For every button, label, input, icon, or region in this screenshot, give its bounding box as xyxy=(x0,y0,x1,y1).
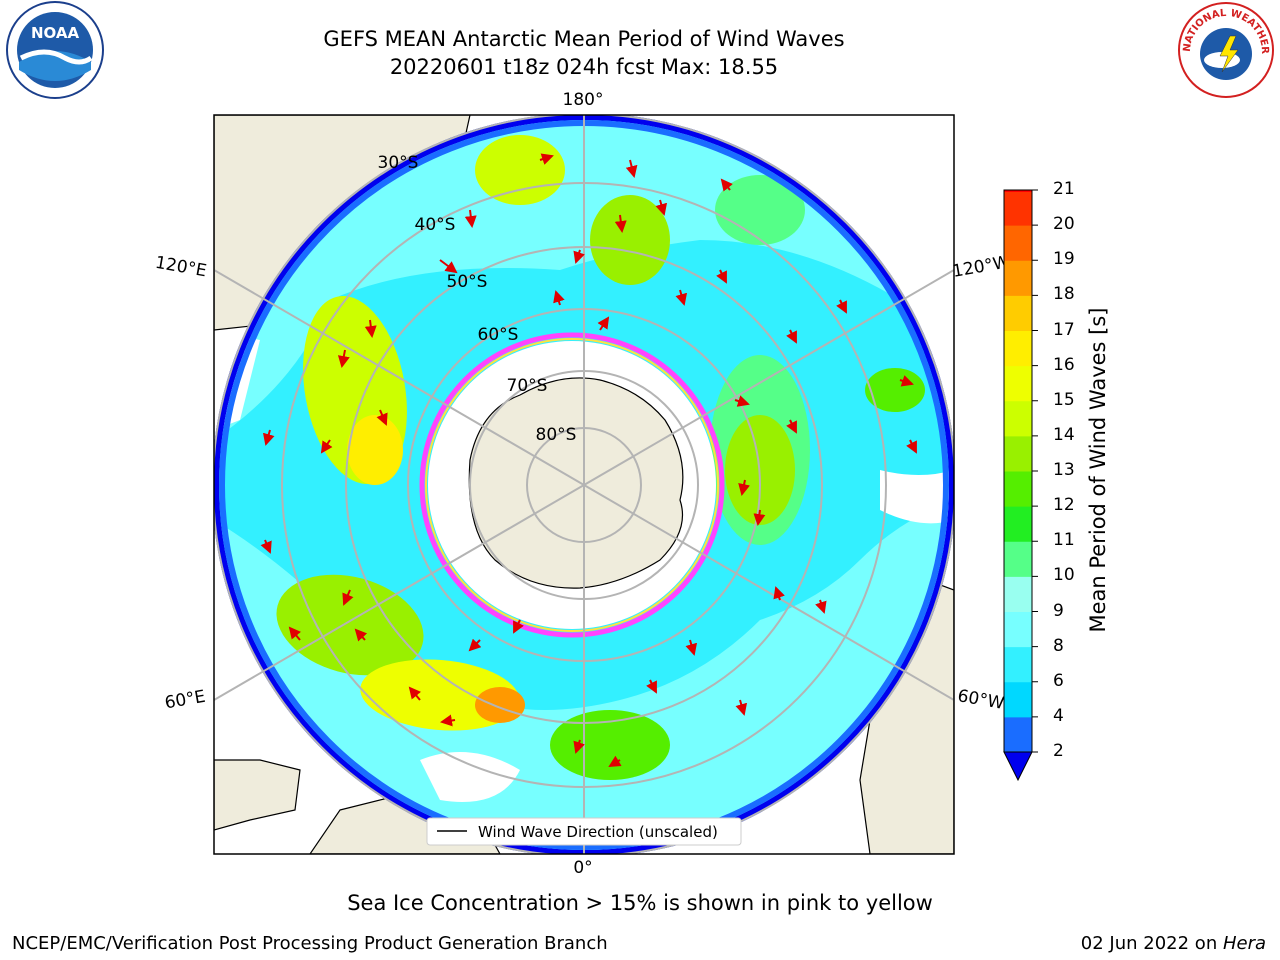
colorbar-segment xyxy=(1004,646,1032,683)
lat-label-80s: 80°S xyxy=(536,425,577,445)
colorbar-tick-label: 21 xyxy=(1053,179,1075,199)
colorbar-segment xyxy=(1004,435,1032,472)
lon-label-180: 180° xyxy=(563,90,604,110)
colorbar-tick-label: 2 xyxy=(1053,741,1064,761)
colorbar-segment xyxy=(1004,190,1032,192)
colorbar-tick-label: 10 xyxy=(1053,565,1075,586)
colorbar-segment xyxy=(1004,260,1032,296)
colorbar-title: Mean Period of Wind Waves [s] xyxy=(1086,307,1110,633)
noaa-logo: NOAA xyxy=(6,1,104,99)
lat-label-60s: 60°S xyxy=(478,325,519,345)
lat-label-50s: 50°S xyxy=(447,272,488,292)
chart-title: GEFS MEAN Antarctic Mean Period of Wind … xyxy=(323,27,845,51)
sea-ice-edge xyxy=(419,332,725,638)
wind-wave-arrows xyxy=(260,153,917,768)
colorbar-segment xyxy=(1004,295,1032,331)
colorbar-segment xyxy=(1004,506,1032,542)
lon-label-60w: 60°W xyxy=(956,686,1006,714)
colorbar-tick-label: 12 xyxy=(1053,495,1075,516)
colorbar-segment xyxy=(1004,611,1032,648)
colorbar-segment xyxy=(1004,400,1032,437)
antarctica xyxy=(468,377,684,589)
chart-subtitle: 20220601 t18z 024h fcst Max: 18.55 xyxy=(389,55,779,79)
colorbar-segment xyxy=(1004,716,1032,753)
lon-label-60e: 60°E xyxy=(163,687,207,714)
colorbar-tick-label: 15 xyxy=(1053,389,1075,410)
colorbar-tick-label: 17 xyxy=(1053,319,1075,340)
colorbar-segment xyxy=(1004,225,1032,261)
colorbar-under-extend xyxy=(1003,751,1033,782)
colorbar-segment xyxy=(1004,681,1032,718)
colorbar-tick-label: 14 xyxy=(1053,424,1075,445)
colorbar-segment xyxy=(1004,330,1032,367)
nws-logo: NATIONAL WEATHER SERVICE xyxy=(1176,0,1274,98)
producer-credit: NCEP/EMC/Verification Post Processing Pr… xyxy=(12,933,608,954)
run-date-text: 02 Jun 2022 on xyxy=(1080,933,1223,954)
lat-label-70s: 70°S xyxy=(507,376,548,396)
colorbar-segment xyxy=(1004,471,1032,507)
sea-ice-note: Sea Ice Concentration > 15% is shown in … xyxy=(347,891,933,915)
colorbar-tick-label: 8 xyxy=(1053,635,1064,656)
run-host: Hera xyxy=(1222,933,1266,954)
colorbar-tick-label: 4 xyxy=(1053,705,1064,726)
colorbar-tick-label: 6 xyxy=(1053,670,1064,691)
colorbar-segment xyxy=(1004,190,1032,226)
colorbar-segment xyxy=(1004,576,1032,612)
svg-text:NOAA: NOAA xyxy=(31,24,80,42)
lat-label-40s: 40°S xyxy=(415,215,456,235)
graticule xyxy=(214,115,954,854)
run-date: 02 Jun 2022 on Hera xyxy=(1081,933,1266,954)
colorbar-tick-label: 19 xyxy=(1053,249,1075,270)
colorbar xyxy=(1003,189,1038,782)
colorbar-tick-label: 20 xyxy=(1053,214,1075,235)
lat-label-30s: 30°S xyxy=(378,153,419,173)
colorbar-segment xyxy=(1004,541,1032,577)
map-frame xyxy=(213,114,955,855)
colorbar-segment xyxy=(1004,365,1032,402)
colorbar-tick-label: 11 xyxy=(1053,530,1075,551)
lon-label-120e: 120°E xyxy=(154,253,208,282)
colorbar-tick-label: 16 xyxy=(1053,354,1075,375)
colorbar-tick-label: 9 xyxy=(1053,600,1064,621)
lon-label-0: 0° xyxy=(573,858,592,878)
lon-label-120w: 120°W xyxy=(951,252,1012,282)
colorbar-tick-label: 13 xyxy=(1053,460,1075,480)
svg-text:Wind Wave Direction (unscaled): Wind Wave Direction (unscaled) xyxy=(478,823,718,841)
vector-legend: Wind Wave Direction (unscaled) xyxy=(426,817,742,846)
colorbar-tick-label: 18 xyxy=(1053,284,1075,305)
